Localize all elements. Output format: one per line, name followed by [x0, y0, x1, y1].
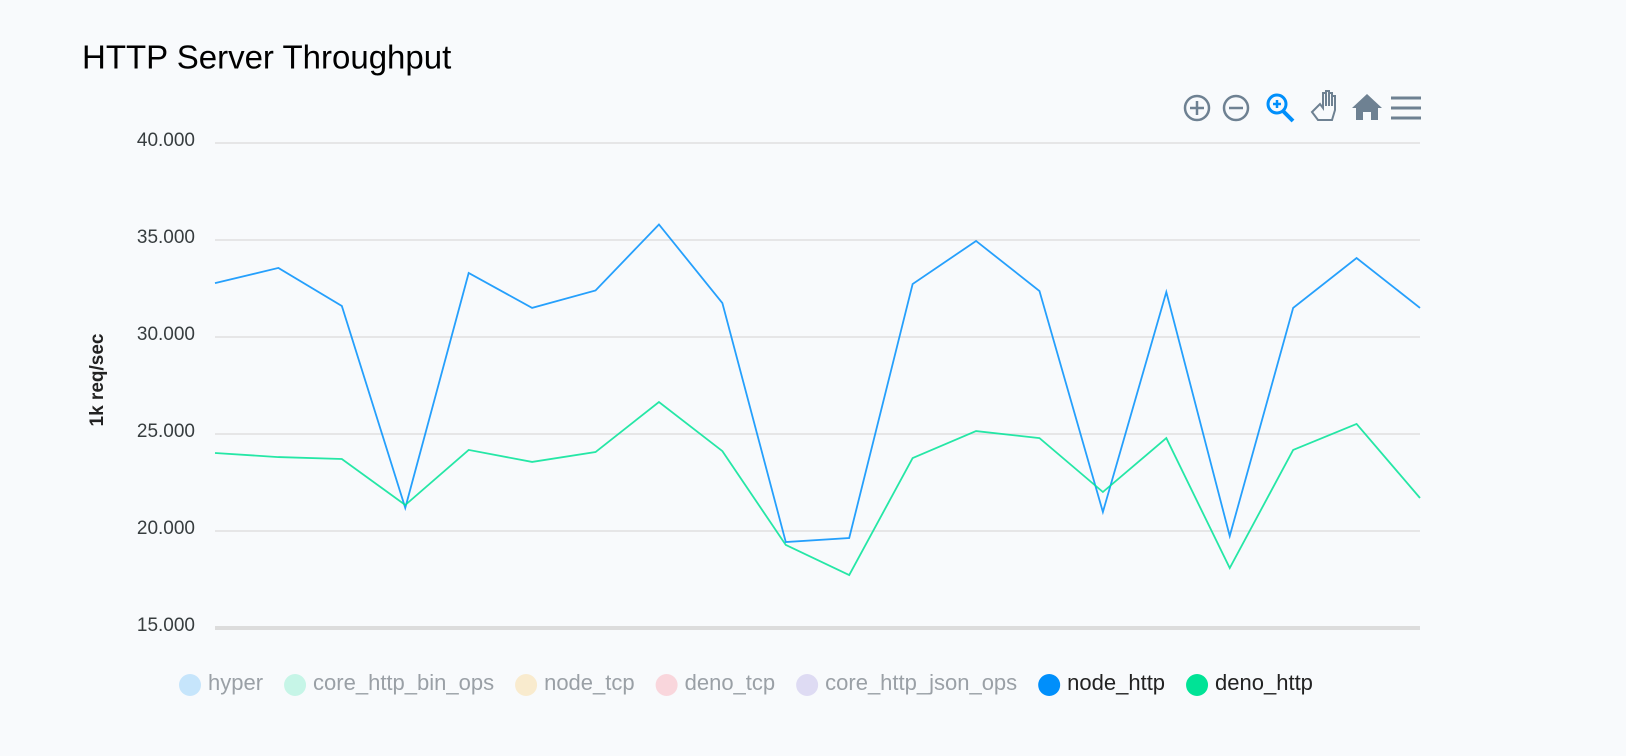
legend-marker	[796, 674, 819, 696]
y-tick-label: 30.000	[137, 324, 195, 345]
legend-label: core_http_json_ops	[825, 670, 1017, 695]
series-line	[214, 400, 1421, 577]
zoom-in-button[interactable]	[1183, 94, 1211, 122]
legend-label: node_http	[1067, 670, 1165, 695]
legend-item[interactable]: node_tcp	[515, 670, 635, 696]
chart-title: HTTP Server Throughput	[82, 39, 451, 76]
legend-label: hyper	[208, 670, 263, 695]
legend-label: node_tcp	[544, 670, 635, 695]
y-tick-label: 15.000	[137, 615, 195, 636]
series-line	[214, 223, 1421, 544]
legend-marker	[515, 674, 538, 696]
y-tick-label: 40.000	[137, 130, 195, 151]
legend-label: deno_http	[1215, 670, 1313, 695]
zoom-out-button[interactable]	[1222, 94, 1250, 122]
y-tick-label: 35.000	[137, 227, 195, 248]
y-tick-label: 25.000	[137, 421, 195, 442]
toolbar	[1183, 90, 1421, 123]
legend-marker	[179, 674, 201, 696]
legend-item[interactable]: core_http_json_ops	[796, 670, 1017, 696]
legend-label: deno_tcp	[685, 670, 776, 695]
legend-label: core_http_bin_ops	[313, 670, 494, 695]
legend-marker	[1038, 674, 1061, 696]
legend-marker	[284, 674, 307, 696]
selection-zoom-button[interactable]	[1266, 93, 1295, 123]
legend-item[interactable]: deno_tcp	[655, 670, 776, 696]
legend-item[interactable]: hyper	[179, 670, 263, 696]
legend-item[interactable]: core_http_bin_ops	[284, 670, 494, 696]
legend-item[interactable]: deno_http	[1186, 670, 1313, 696]
y-tick-label: 20.000	[137, 518, 195, 539]
pan-button[interactable]	[1310, 90, 1336, 121]
legend-marker	[1186, 674, 1209, 696]
legend-marker	[655, 674, 678, 696]
y-axis-title: 1k req/sec	[87, 333, 108, 426]
reset-zoom-button[interactable]	[1352, 94, 1382, 120]
menu-button[interactable]	[1391, 96, 1421, 120]
legend-item[interactable]: node_http	[1038, 670, 1165, 696]
